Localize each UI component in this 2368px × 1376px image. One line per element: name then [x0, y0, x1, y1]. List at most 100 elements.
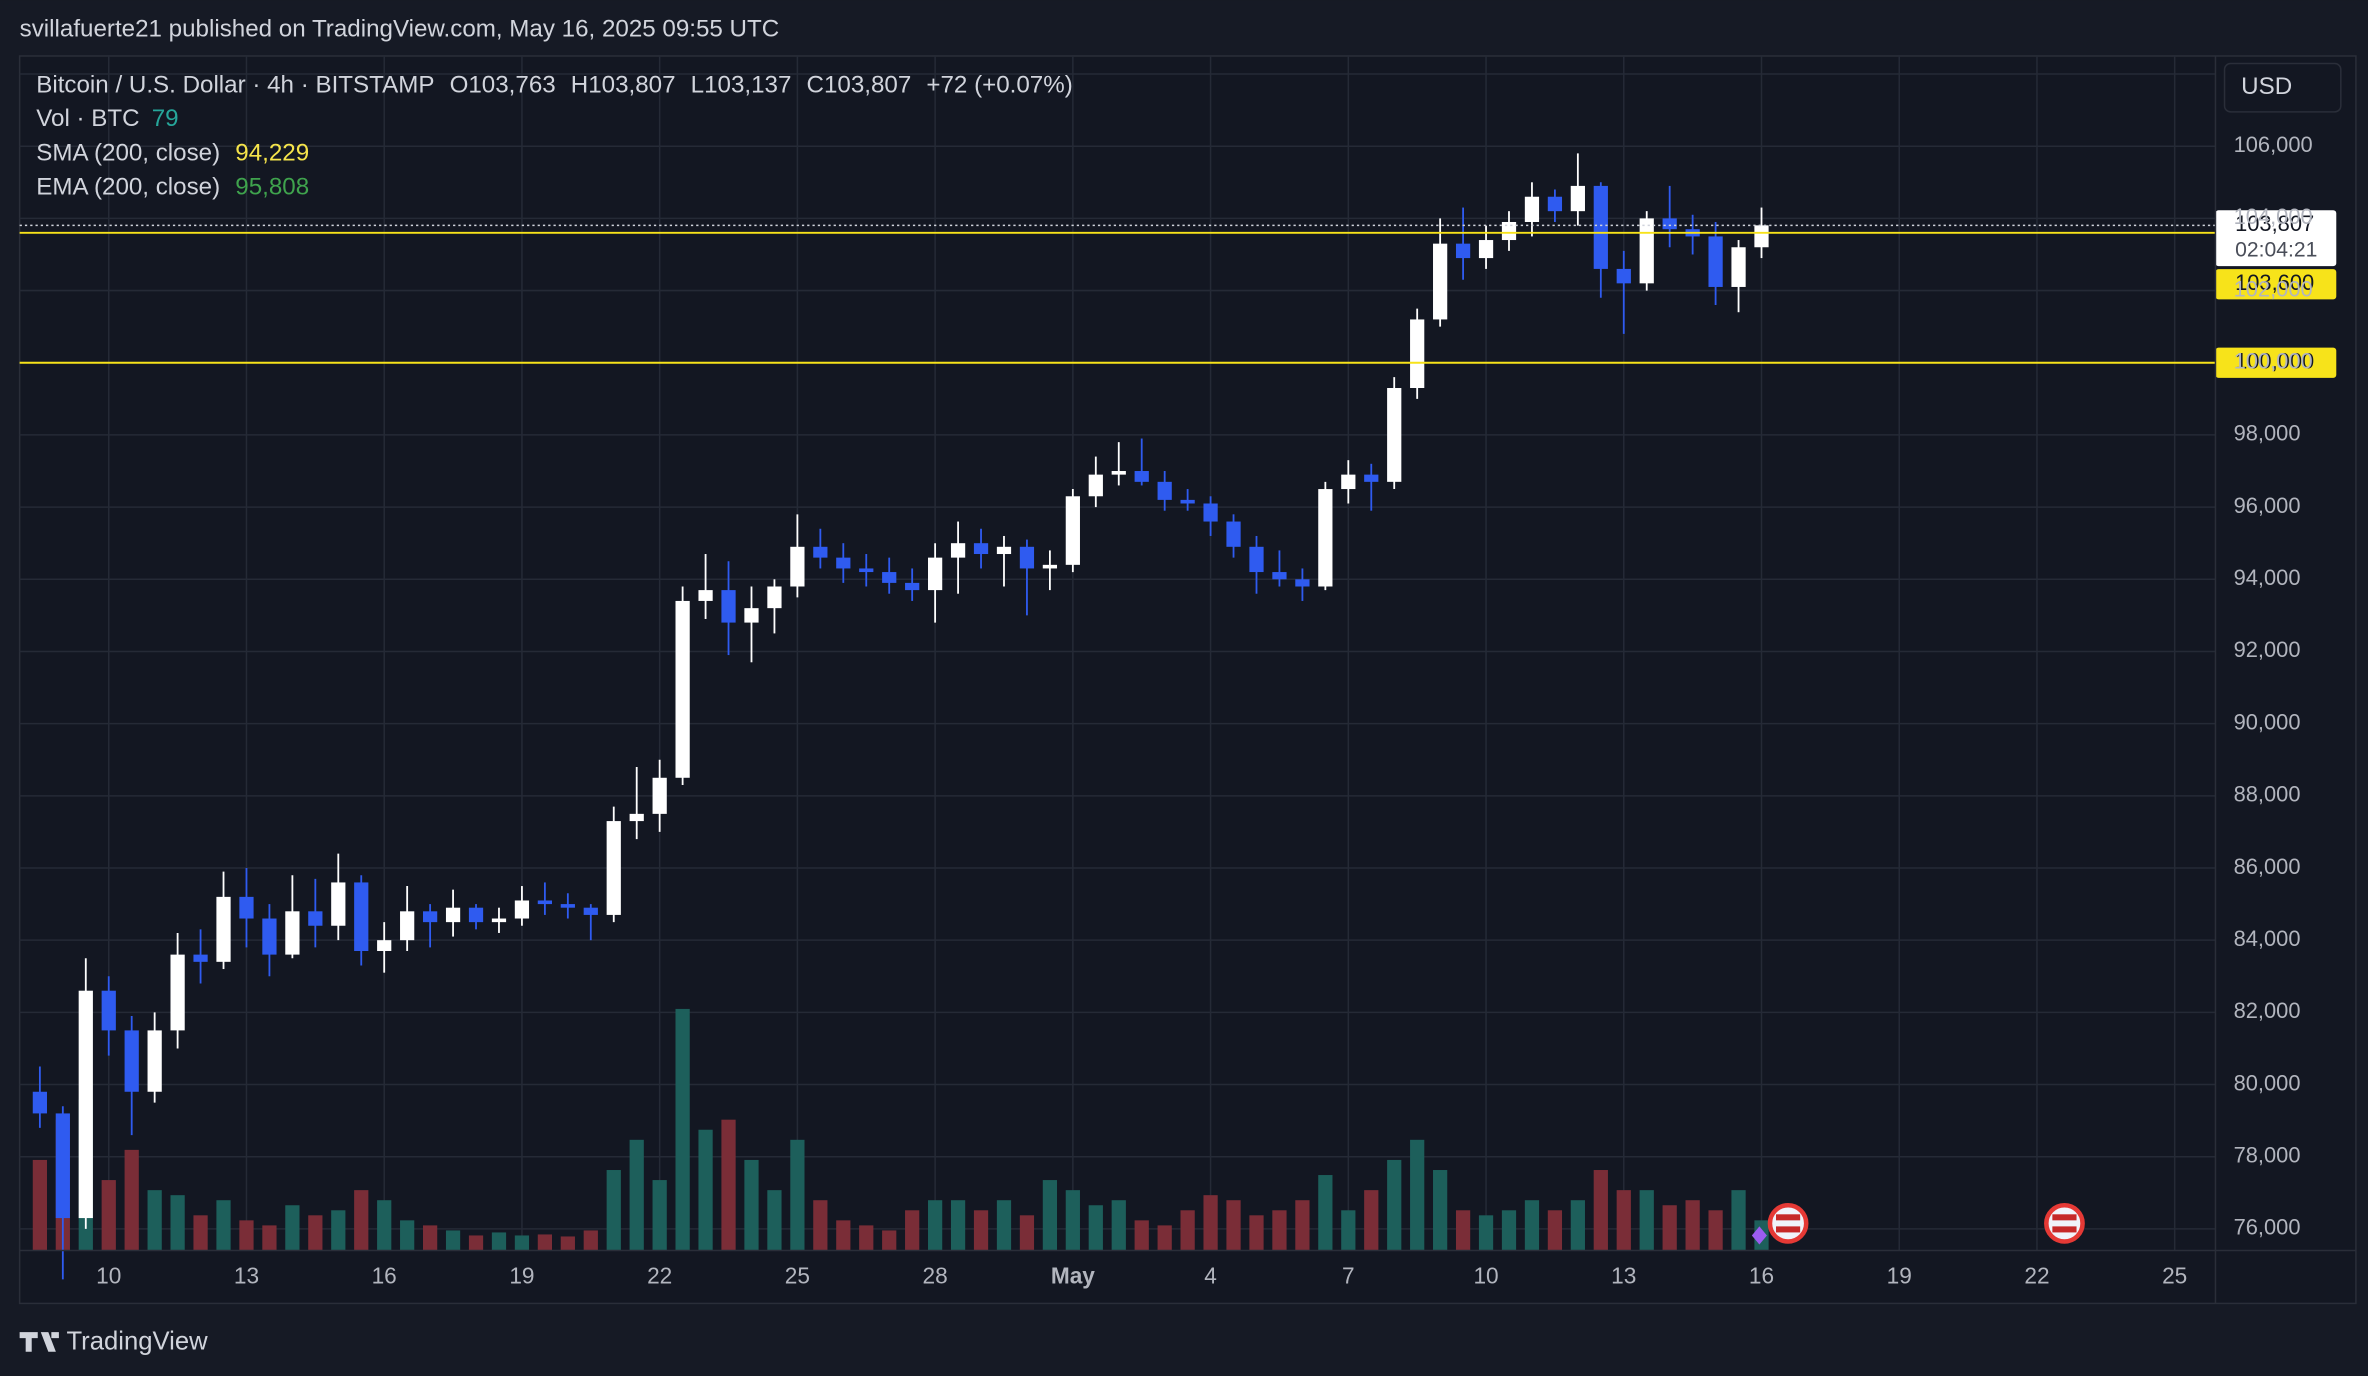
candle-body: [1272, 572, 1287, 580]
x-tick-label: May: [1051, 1263, 1095, 1289]
ohlc-header: O103,763 H103,807 L103,137 C103,807 +72 (+0.…: [450, 72, 1073, 99]
volume-bar: [1180, 1210, 1195, 1251]
candle-body: [170, 954, 185, 1031]
volume-bar: [1501, 1210, 1517, 1251]
candle-body: [1387, 388, 1402, 482]
candle-body: [882, 572, 897, 583]
candle-body: [1478, 240, 1494, 259]
candle-body: [285, 911, 300, 955]
volume-bar: [1524, 1200, 1540, 1251]
volume-bar: [928, 1200, 943, 1251]
candle-body: [675, 600, 690, 778]
grid: [19, 55, 2216, 1251]
y-tick-label: 82,000: [2234, 998, 2301, 1023]
candle-body: [400, 911, 415, 941]
x-tick-label: 4: [1204, 1263, 1217, 1289]
candle-body: [514, 900, 530, 919]
event-icon[interactable]: [1751, 1226, 1767, 1245]
candle-body: [813, 546, 828, 558]
y-tick-label: 100,000: [2234, 349, 2313, 374]
y-tick-label: 90,000: [2234, 709, 2301, 734]
legend-name: SMA (200, close): [36, 140, 220, 167]
candle-body: [928, 557, 943, 591]
volume-bar: [262, 1225, 277, 1251]
candle-body: [1295, 579, 1310, 587]
volume-bar: [1134, 1220, 1149, 1251]
flag-stripe: [2052, 1226, 2077, 1233]
volume-bar: [790, 1139, 805, 1251]
volume-bar: [377, 1200, 392, 1251]
candle-body: [721, 590, 736, 623]
candle-body: [1019, 546, 1035, 569]
volume-bar: [193, 1215, 208, 1251]
candle-body: [606, 821, 621, 915]
volume-bar: [560, 1236, 575, 1251]
flag-stripe: [2052, 1214, 2077, 1221]
volume-bar: [468, 1235, 484, 1251]
candle-body: [1042, 564, 1058, 569]
candle-body: [55, 1113, 70, 1219]
volume-bar: [813, 1200, 828, 1251]
volume-bar: [1341, 1210, 1356, 1251]
currency-button[interactable]: [2223, 62, 2342, 113]
countdown-label: 02:04:21: [2235, 239, 2317, 262]
volume-bar: [445, 1230, 461, 1251]
event-flag[interactable]: [1767, 1202, 1809, 1244]
x-tick-label: 25: [785, 1263, 810, 1289]
volume-bar: [1616, 1190, 1631, 1251]
volume-bar: [331, 1210, 346, 1251]
candle-body: [790, 546, 805, 587]
y-tick-label: 80,000: [2234, 1070, 2301, 1095]
y-tick-label: 88,000: [2234, 782, 2301, 807]
volume-bar: [836, 1220, 851, 1251]
legend-name: EMA (200, close): [36, 173, 220, 200]
level-tag: [2215, 269, 2337, 300]
volume-bar: [1593, 1170, 1608, 1251]
volume-bar: [216, 1200, 231, 1251]
candle-body: [583, 907, 598, 915]
x-tick-label: 22: [2024, 1263, 2049, 1289]
volume-bar: [1570, 1200, 1585, 1251]
candle-body: [1203, 503, 1218, 522]
publisher-line: svillafuerte21 published on TradingView.…: [20, 16, 780, 43]
last-price-tag: [2215, 210, 2337, 267]
candle-body: [1318, 489, 1333, 587]
volume-bar: [285, 1205, 300, 1251]
volume-bar: [1410, 1139, 1425, 1251]
candle-body: [905, 582, 920, 591]
x-tick-label: 16: [1749, 1263, 1774, 1289]
candle-body: [1341, 474, 1356, 490]
volume-bar: [1272, 1210, 1287, 1251]
event-flag[interactable]: [2044, 1202, 2085, 1244]
ohlc-value: +72 (+0.07%): [926, 72, 1072, 99]
candle-body: [147, 1030, 162, 1092]
candle-body: [629, 813, 644, 822]
candle-body: [767, 586, 782, 609]
x-tick-label: 13: [234, 1263, 259, 1289]
candle-body: [1593, 185, 1608, 269]
volume-legend-value: 79: [152, 105, 179, 132]
volume-bar: [1708, 1210, 1723, 1251]
y-tick-label: 104,000: [2234, 204, 2313, 229]
volume-bar: [1685, 1200, 1700, 1251]
y-tick-label: 84,000: [2234, 926, 2301, 951]
volume-bar: [514, 1235, 530, 1251]
flag-stripe: [1776, 1214, 1801, 1221]
volume-bar: [1295, 1200, 1310, 1251]
candle-body: [262, 918, 277, 955]
volume-bar: [1662, 1205, 1677, 1251]
currency-label[interactable]: USD: [2241, 73, 2292, 100]
candle-body: [1501, 221, 1517, 241]
candle-body: [1708, 236, 1723, 287]
volume-bar: [1226, 1200, 1241, 1251]
candle-body: [78, 990, 93, 1219]
candle-body: [1065, 496, 1080, 565]
candle-body: [1364, 474, 1379, 482]
x-tick-label: 10: [1473, 1263, 1498, 1289]
candle-body: [1180, 499, 1195, 504]
legend-value: 94,229: [235, 140, 309, 167]
x-tick-label: 10: [96, 1263, 121, 1289]
symbol-title: Bitcoin / U.S. Dollar · 4h · BITSTAMP: [36, 72, 434, 99]
levels: 103,807 02:04:21 103,600 100,000: [19, 210, 2337, 378]
